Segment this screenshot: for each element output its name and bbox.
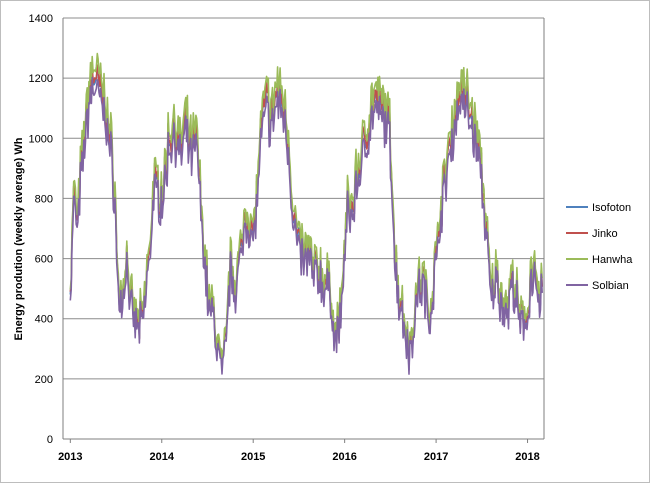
series-line-solbian [69,76,543,375]
legend-label-solbian: Solbian [592,280,629,292]
series-line-hanwha [69,52,543,364]
y-tick-200: 200 [35,374,53,386]
y-tick-labels: 0 200 400 600 800 1000 1200 1400 [29,13,53,446]
legend: Isofoton Jinko Hanwha Solbian [566,202,633,292]
y-tick-1400: 1400 [29,13,53,25]
y-tick-400: 400 [35,314,53,326]
x-tick-2018: 2018 [515,451,539,463]
gridlines [62,17,545,440]
x-tick-labels: 2013 2014 2015 2016 2017 2018 [58,439,540,463]
y-axis-label: Energy prodution (weekly average) Wh [13,137,25,340]
y-tick-1000: 1000 [29,133,53,145]
series-line-jinko [69,62,543,368]
legend-label-jinko: Jinko [592,228,618,240]
x-tick-2016: 2016 [332,451,356,463]
legend-label-hanwha: Hanwha [592,254,633,266]
series-lines [69,52,543,375]
y-tick-800: 800 [35,193,53,205]
x-tick-2017: 2017 [424,451,448,463]
x-tick-2013: 2013 [58,451,82,463]
legend-label-isofoton: Isofoton [592,202,631,214]
y-tick-0: 0 [47,434,53,446]
x-tick-2014: 2014 [150,451,175,463]
x-tick-2015: 2015 [241,451,265,463]
y-tick-1200: 1200 [29,73,53,85]
y-tick-600: 600 [35,254,53,266]
